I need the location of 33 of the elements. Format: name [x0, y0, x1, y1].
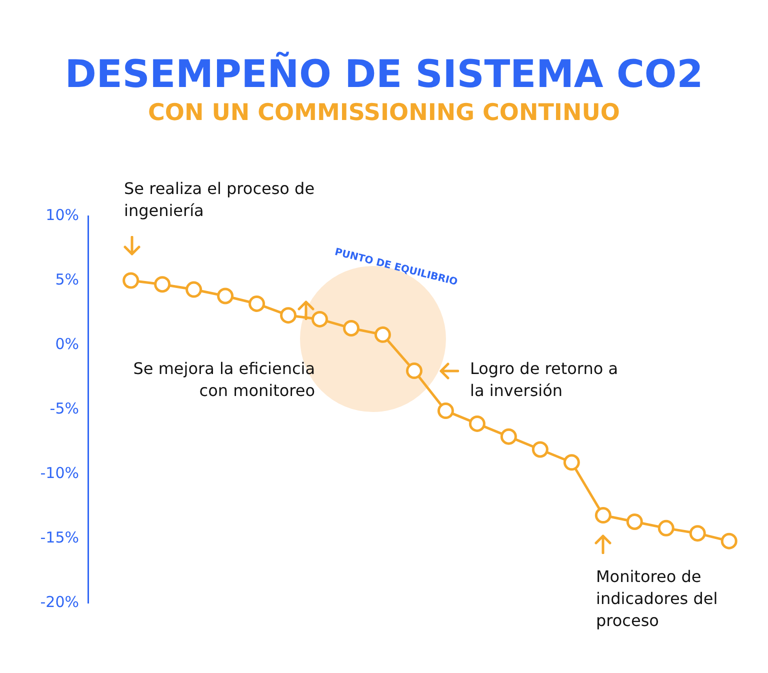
point — [342, 320, 360, 336]
annotation: Se realiza el proceso de ingeniería — [124, 178, 316, 222]
point — [437, 402, 454, 420]
point — [658, 520, 674, 536]
point — [532, 441, 548, 458]
annotation: Monitoreo de indicadores del proceso — [596, 566, 719, 632]
point — [720, 532, 738, 550]
point — [374, 326, 391, 343]
y-tick-label: -15% — [40, 528, 79, 546]
point — [626, 513, 643, 530]
point — [689, 525, 706, 542]
y-tick-label: -20% — [40, 592, 79, 611]
point — [280, 307, 297, 324]
chart-subtitle: CON UN COMMISSIONING CONTINUO — [147, 100, 621, 126]
point — [154, 276, 171, 293]
point — [594, 507, 612, 524]
y-tick-label: -5% — [50, 399, 79, 418]
point — [217, 288, 234, 304]
y-tick-label: -10% — [40, 464, 79, 482]
annotation: Se mejora la eficiencia con monitoreo — [132, 358, 315, 402]
y-tick-label: 0% — [55, 334, 79, 353]
y-tick-label: 10% — [46, 206, 79, 224]
point — [186, 281, 202, 298]
point — [468, 415, 486, 432]
annotation: Logro de retorno a la inversión — [470, 358, 620, 402]
point — [500, 428, 517, 445]
y-tick-label: 5% — [55, 270, 79, 288]
point — [563, 454, 580, 471]
point — [406, 362, 422, 380]
point — [248, 295, 266, 312]
point — [122, 272, 140, 289]
chart-title: DESEMPEÑO DE SISTEMA CO2 — [64, 52, 704, 96]
point — [312, 310, 328, 328]
